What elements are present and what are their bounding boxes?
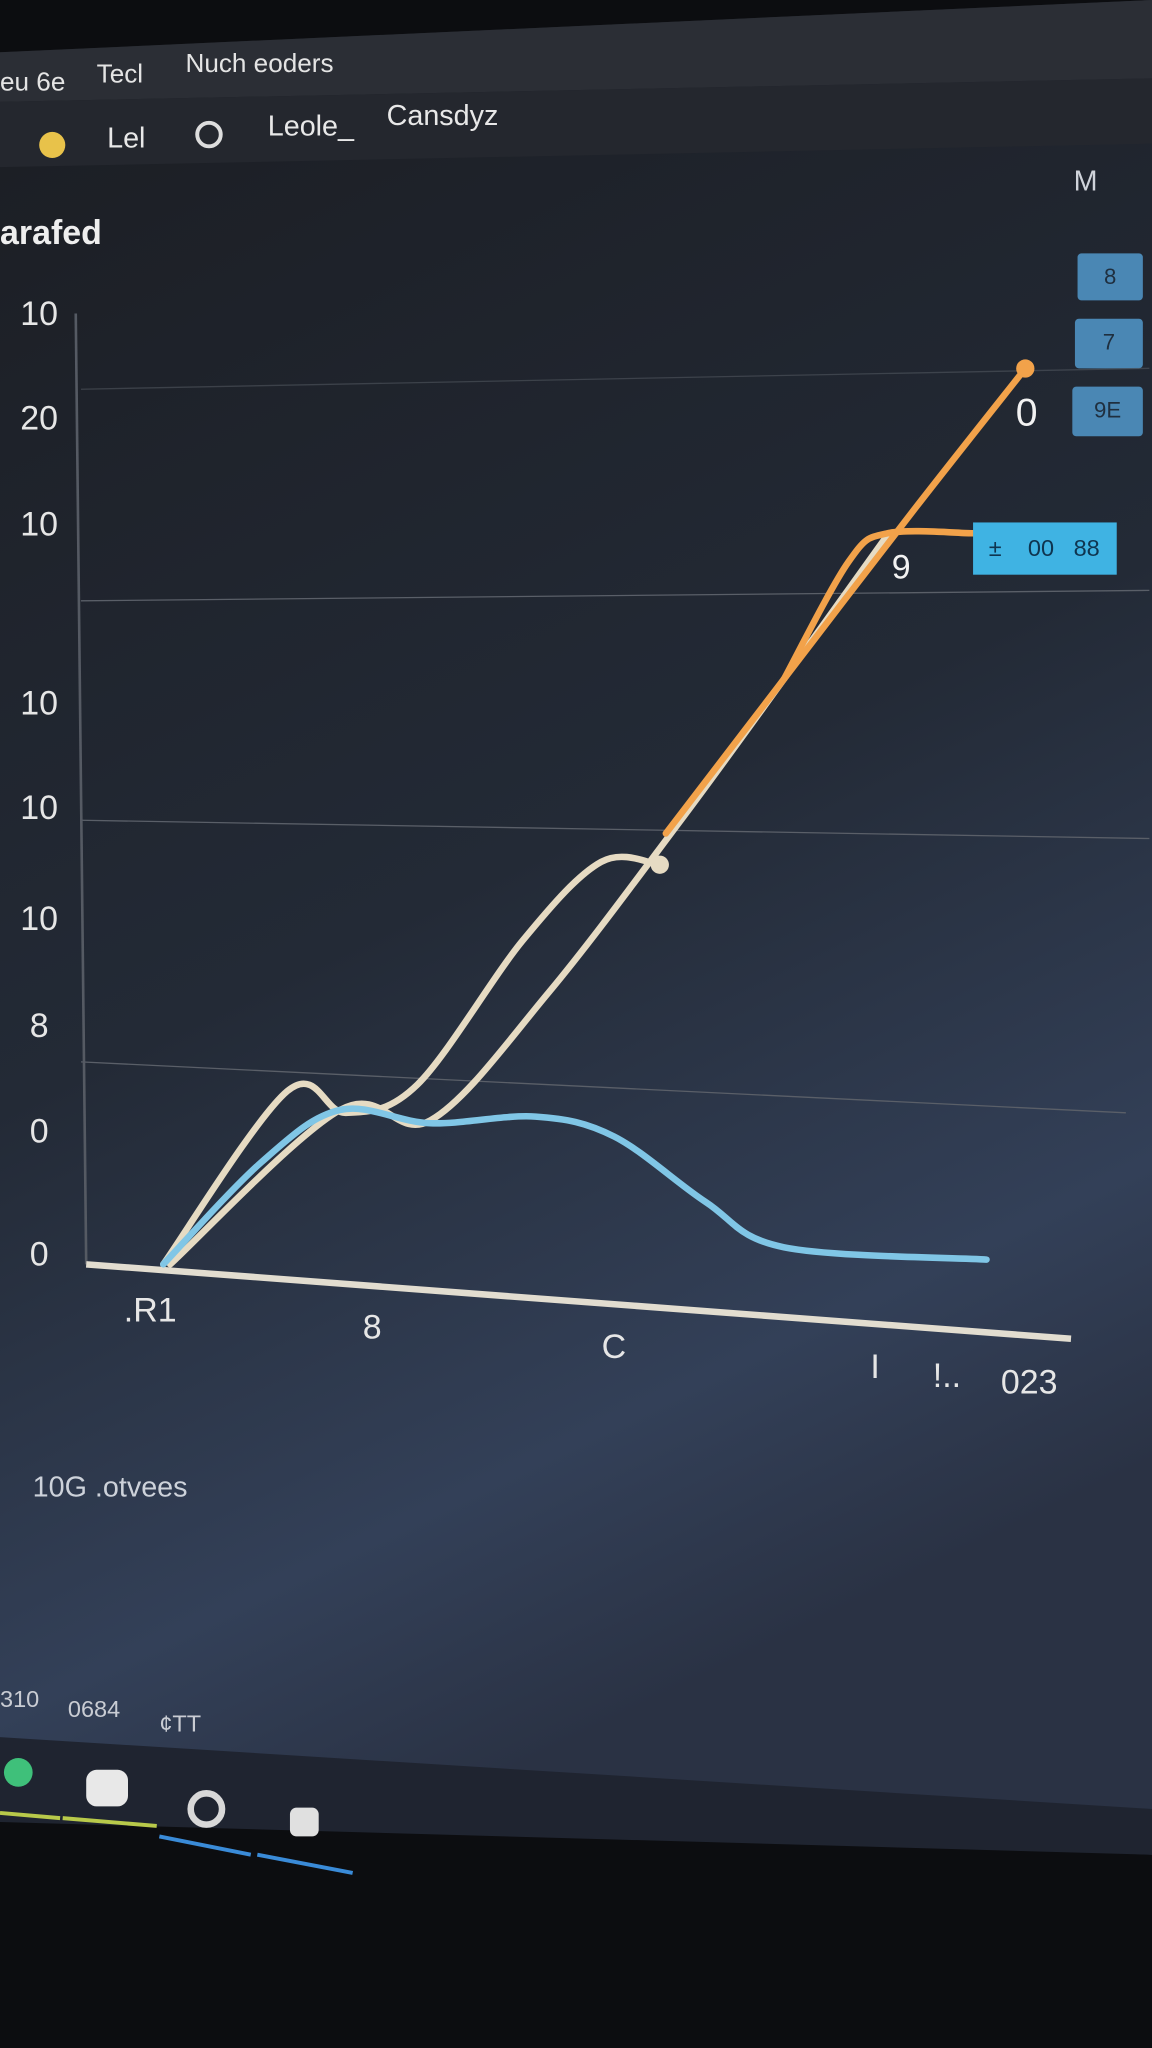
grid-line <box>80 367 1150 390</box>
y-axis-label: 8 <box>30 1007 49 1045</box>
grid-line <box>80 819 1150 840</box>
dock-icon[interactable] <box>86 1769 128 1807</box>
tool-icon[interactable] <box>39 131 66 159</box>
side-button-label[interactable]: 7 <box>1103 329 1115 354</box>
tool-icon[interactable] <box>195 120 223 149</box>
menu-item[interactable]: Tecl <box>97 59 143 89</box>
y-axis-label: 10 <box>20 789 58 827</box>
grid-line <box>80 1061 1126 1114</box>
dock-icon[interactable] <box>3 1758 33 1787</box>
screen-area <box>0 0 1152 1855</box>
menu-bar <box>0 0 1152 102</box>
x-axis-label: !.. <box>933 1357 961 1395</box>
badge-label: 00 <box>1028 535 1054 561</box>
y-axis-label: 10 <box>20 684 58 722</box>
dock-underline <box>0 1810 61 1821</box>
data-line <box>160 1105 990 1268</box>
side-button[interactable] <box>1077 253 1143 301</box>
badge-label: ± <box>989 535 1002 561</box>
y-axis-label: 0 <box>30 1113 49 1151</box>
dock-underline <box>256 1852 354 1875</box>
badge <box>973 522 1117 575</box>
corner-label: M <box>1074 165 1098 197</box>
status-item: 310 <box>0 1686 39 1712</box>
tool-bar <box>0 78 1152 168</box>
y-axis-label: 10 <box>20 505 58 543</box>
dock-underline <box>158 1834 252 1857</box>
side-button-label[interactable]: 9E <box>1094 397 1121 422</box>
side-button-label[interactable]: 8 <box>1104 264 1116 289</box>
x-axis-label: 8 <box>363 1309 382 1347</box>
dock-icon[interactable] <box>289 1807 319 1837</box>
data-line <box>160 853 664 1268</box>
x-axis <box>85 1261 1072 1343</box>
x-axis-label: .R1 <box>124 1292 177 1330</box>
toolbar-item[interactable]: Leole_ <box>268 111 355 143</box>
menu-item[interactable]: Nuch eoders <box>185 48 333 78</box>
point-marker <box>650 855 669 874</box>
status-item: 0684 <box>68 1696 120 1722</box>
chart-title: arafed <box>0 214 102 252</box>
bottom-bar <box>0 1737 1152 1855</box>
side-button[interactable] <box>1074 318 1143 369</box>
grid <box>80 367 1150 1114</box>
toolbar-item[interactable]: Lel <box>107 122 145 154</box>
y-axis-label: 10 <box>20 295 58 333</box>
grid-line <box>80 589 1150 602</box>
point-marker <box>1016 359 1035 378</box>
toolbar-item[interactable]: Cansdyz <box>387 100 499 132</box>
side-button[interactable] <box>1072 386 1143 437</box>
y-axis-label: 10 <box>20 900 58 938</box>
y-axis <box>74 313 88 1265</box>
x-axis-label: C <box>602 1328 627 1366</box>
y-axis-label: 20 <box>20 400 58 438</box>
badge-label: 88 <box>1074 535 1100 561</box>
x-axis-label: 023 <box>1001 1363 1058 1401</box>
caption: 10G .otvees <box>33 1472 188 1504</box>
point-label: 9 <box>892 548 911 586</box>
data-line <box>662 365 1029 837</box>
x-axis-label: I <box>870 1348 879 1386</box>
menu-item[interactable]: eu 6e <box>0 66 65 96</box>
data-line <box>780 527 976 683</box>
y-axis-label: 0 <box>30 1235 49 1273</box>
point-label: 0 <box>1016 392 1038 435</box>
status-item: ¢TT <box>159 1711 201 1737</box>
dock-icon[interactable] <box>187 1790 226 1828</box>
dock-underline <box>62 1816 157 1828</box>
